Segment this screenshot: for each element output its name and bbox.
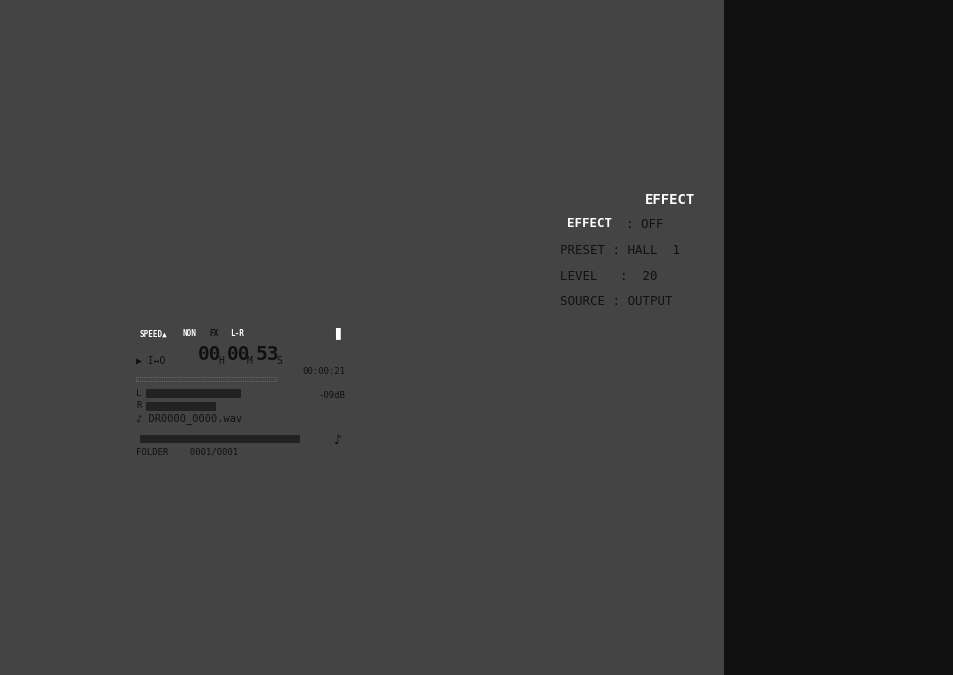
Text: OTHERS: OTHERS xyxy=(288,612,340,627)
Text: Use this to turn the effect on or off.: Use this to turn the effect on or off. xyxy=(517,502,800,517)
Text: 1: 1 xyxy=(28,550,39,565)
Text: Use the + or – button to select: Use the + or – button to select xyxy=(517,105,799,120)
Text: As shown in the above illustration, there are
four setting items on the: As shown in the above illustration, ther… xyxy=(517,360,873,396)
Text: SOURCE : OUTPUT: SOURCE : OUTPUT xyxy=(559,296,672,308)
Text: LEVEL   :  20: LEVEL : 20 xyxy=(559,269,657,283)
Text: 53: 53 xyxy=(255,346,279,365)
Text: PRESET : HALL  1: PRESET : HALL 1 xyxy=(559,244,679,256)
Text: :: : xyxy=(577,478,583,493)
Text: 101: 101 xyxy=(870,633,928,661)
Text: The DR-07MKII has built-in effects that can be
applied to the input signal durin: The DR-07MKII has built-in effects that … xyxy=(28,105,415,181)
Text: ▐▌: ▐▌ xyxy=(332,327,343,339)
Text: press the ► button to open the: press the ► button to open the xyxy=(50,634,335,649)
Text: Setting the effect: Setting the effect xyxy=(35,487,244,507)
Text: icon appears as light letters on a dark
background.: icon appears as light letters on a dark … xyxy=(96,210,407,246)
Text: EFFECT: EFFECT xyxy=(644,193,695,207)
Text: ▐: ▐ xyxy=(786,196,790,204)
Text: 3: 3 xyxy=(495,105,506,120)
Text: submenu.: submenu. xyxy=(50,656,139,671)
Text: .: . xyxy=(726,524,731,539)
Text: NON: NON xyxy=(182,329,195,338)
Text: The: The xyxy=(28,210,63,225)
Text: ♪: ♪ xyxy=(334,433,341,446)
Text: , and: , and xyxy=(817,105,862,120)
Text: ▶ I↔O: ▶ I↔O xyxy=(136,356,165,366)
Text: Effects ON indication: Effects ON indication xyxy=(101,273,269,288)
Text: The default setting is: The default setting is xyxy=(517,524,692,539)
Text: EFFECT: EFFECT xyxy=(714,382,767,397)
Text: 00: 00 xyxy=(198,346,221,365)
Text: 2: 2 xyxy=(28,612,39,627)
Text: -09dB: -09dB xyxy=(317,391,345,400)
Text: SPEED▲: SPEED▲ xyxy=(139,329,167,338)
Text: See the Effects Preset List on page 102 for
details about the preset effects.: See the Effects Preset List on page 102 … xyxy=(517,576,859,612)
Text: R: R xyxy=(136,402,141,410)
Text: 00:00:21: 00:00:21 xyxy=(302,367,345,375)
Text: screen appears.: screen appears. xyxy=(612,163,745,178)
Text: PRESET: PRESET xyxy=(517,552,585,567)
Text: : OFF: : OFF xyxy=(625,217,662,230)
Text: H: H xyxy=(218,356,224,366)
Text: FX: FX xyxy=(209,329,218,338)
Text: OTHERS: OTHERS xyxy=(281,634,334,649)
Text: Set each item using the  ⏮  or  ⏭
buttons or + or - buttons.: Set each item using the ⏮ or ⏭ buttons o… xyxy=(517,420,774,456)
Text: L: L xyxy=(136,389,141,398)
Text: ♪ DR0000_0000.wav: ♪ DR0000_0000.wav xyxy=(136,414,242,425)
Text: EFFECT: EFFECT xyxy=(760,105,812,120)
Text: TASCAM DR-07MKII: TASCAM DR-07MKII xyxy=(740,640,873,654)
Text: EFFECT: EFFECT xyxy=(517,478,583,493)
Text: L-R: L-R xyxy=(230,329,244,338)
Text: S: S xyxy=(275,356,281,366)
Text: FOLDER    0001/0001: FOLDER 0001/0001 xyxy=(136,448,238,456)
Text: 8-Using the Effects: 8-Using the Effects xyxy=(482,14,929,56)
Text: EFFECT: EFFECT xyxy=(566,217,611,230)
Text: OFF: OFF xyxy=(695,524,720,539)
Text: press the ► button.: press the ► button. xyxy=(517,127,692,142)
Text: The: The xyxy=(517,163,552,178)
Text: , and: , and xyxy=(348,612,393,627)
Text: screen.: screen. xyxy=(772,382,836,397)
Text: screen.: screen. xyxy=(50,572,116,587)
Text: :: : xyxy=(584,552,591,567)
Text: M: M xyxy=(247,356,253,366)
Text: 00: 00 xyxy=(227,346,251,365)
Text: EFFECT: EFFECT xyxy=(552,163,604,178)
Text: Use the + or – button to select: Use the + or – button to select xyxy=(50,612,333,627)
Text: FX: FX xyxy=(68,215,83,227)
Text: Press the MENU button to open the: Press the MENU button to open the xyxy=(50,550,376,565)
Text: MENU: MENU xyxy=(317,550,353,565)
